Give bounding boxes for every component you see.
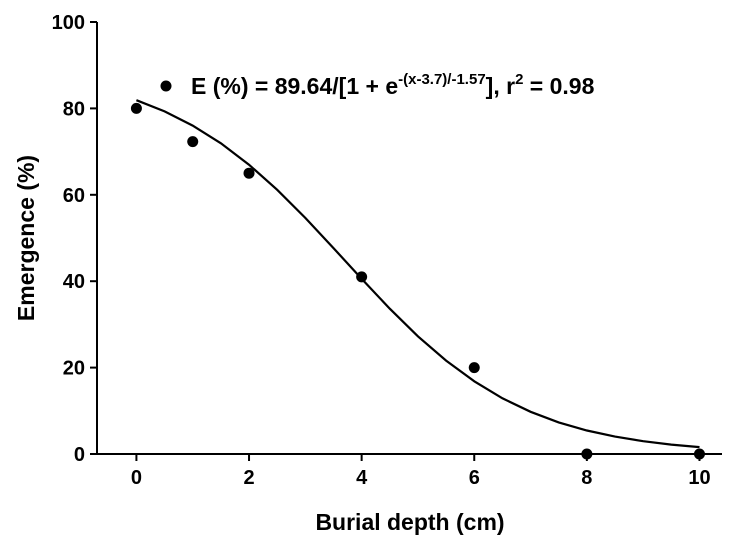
data-point [356,271,368,283]
fit-curve [135,99,700,449]
y-axis-title: Emergence (%) [13,155,39,321]
data-point [130,102,142,114]
data-point [693,448,705,460]
data-point [581,448,593,460]
legend-text: E (%) = 89.64/[1 + e-(x-3.7)/-1.57], r2 … [191,71,595,99]
data-point [468,362,480,374]
x-tick-label: 6 [469,467,480,489]
y-tick-label: 60 [63,185,85,207]
x-tick-label: 4 [356,467,368,489]
y-tick-label: 100 [52,12,85,34]
data-point [187,136,199,148]
legend-part: E (%) = 89.64/[1 + e [191,73,398,99]
data-point [243,167,255,179]
legend-superscript: 2 [515,71,523,88]
x-tick-label: 10 [688,467,710,489]
legend-marker [160,80,172,92]
y-tick-label: 20 [63,358,85,380]
x-axis-title: Burial depth (cm) [315,509,504,535]
legend-part: = 0.98 [523,73,594,99]
legend-part: ], r [486,73,515,99]
y-tick-label: 80 [63,98,85,120]
x-tick-label: 2 [243,467,254,489]
x-tick-label: 8 [581,467,592,489]
x-tick-label: 0 [131,467,142,489]
legend-superscript: -(x-3.7)/-1.57 [398,71,486,88]
y-tick-label: 0 [74,444,85,466]
y-tick-label: 40 [63,271,85,293]
